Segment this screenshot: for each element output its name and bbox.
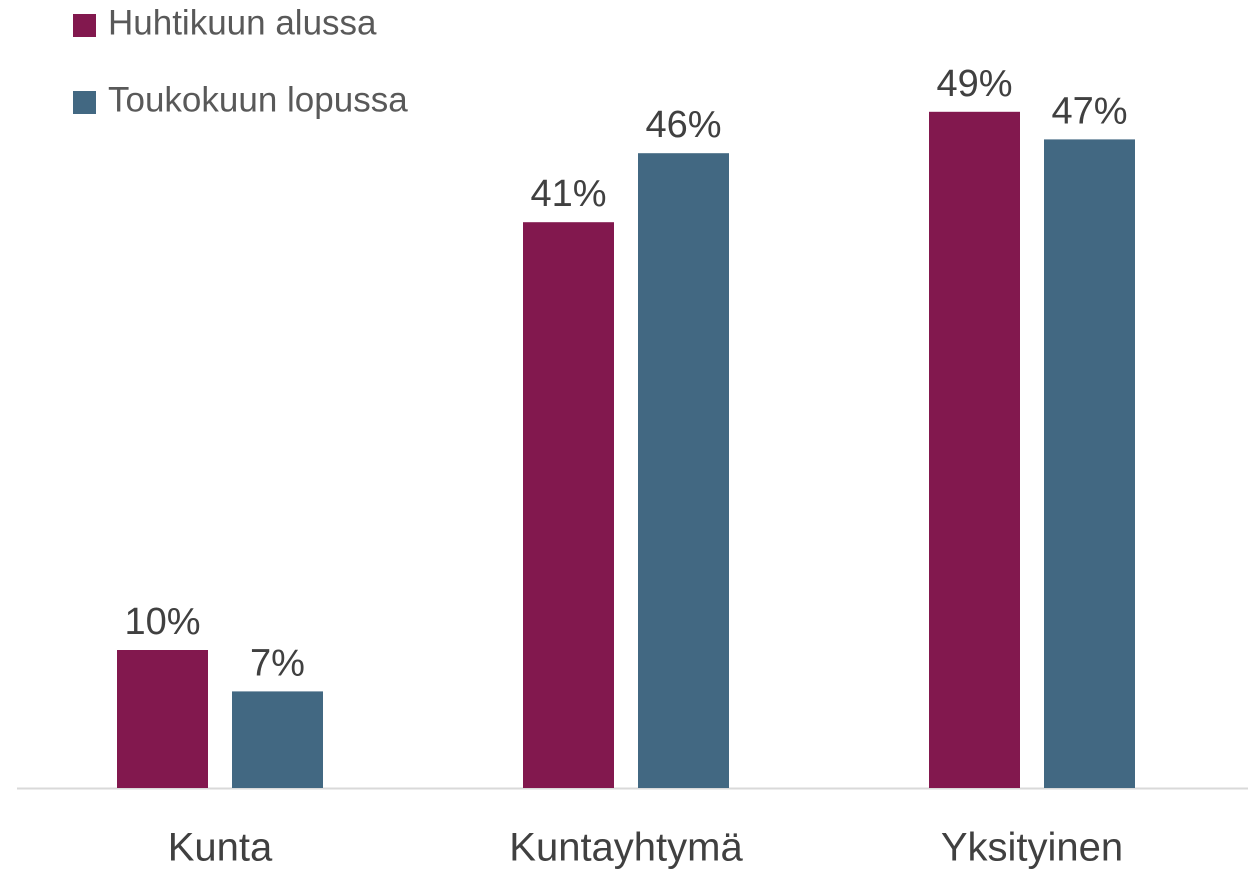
x-tick-label: Kuntayhtymä (509, 826, 743, 870)
bar (117, 650, 208, 788)
value-label: 46% (645, 104, 721, 146)
value-label: 49% (936, 63, 1012, 105)
legend-swatch (73, 14, 96, 37)
value-label: 7% (250, 642, 305, 684)
legend-label: Huhtikuun alussa (108, 3, 377, 42)
bar (1044, 139, 1135, 788)
legend-swatch (73, 91, 96, 114)
value-label: 10% (124, 601, 200, 643)
x-tick-label: Yksityinen (941, 826, 1123, 870)
bar (929, 111, 1020, 789)
bar (638, 153, 729, 788)
x-tick-label: Kunta (168, 826, 273, 870)
value-label: 47% (1051, 90, 1127, 132)
bar (523, 222, 614, 788)
value-label: 41% (530, 173, 606, 215)
bar (232, 691, 323, 788)
legend-label: Toukokuun lopussa (108, 80, 408, 119)
